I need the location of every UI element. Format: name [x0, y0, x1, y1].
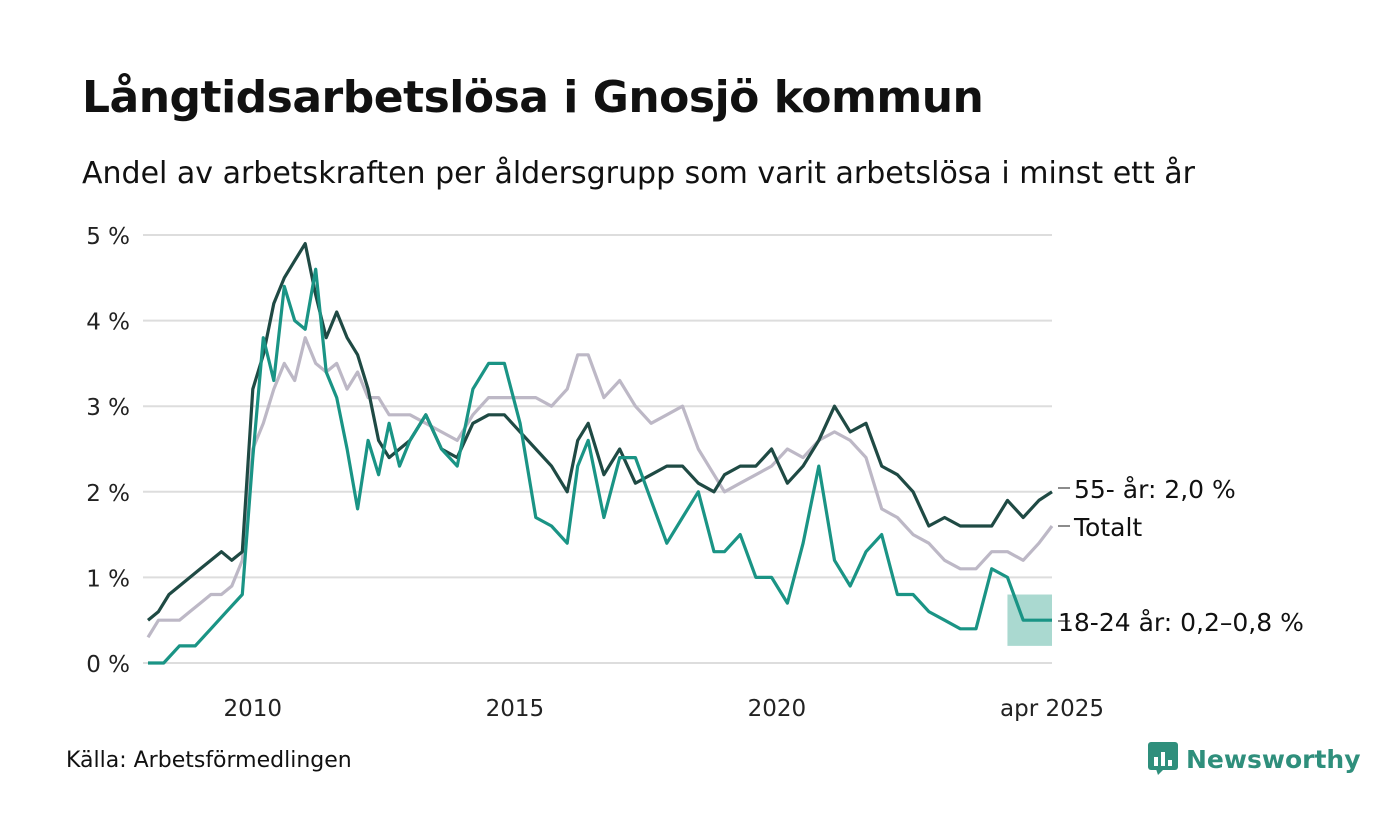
chart-title: Långtidsarbetslösa i Gnosjö kommun [82, 72, 984, 123]
series-end-label: Totalt [1073, 513, 1142, 542]
chart-subtitle: Andel av arbetskraften per åldersgrupp s… [82, 156, 1195, 191]
series-line [146, 336, 1054, 639]
series-end-label: 18-24 år: 0,2–0,8 % [1058, 608, 1304, 637]
newsworthy-logo-icon [1148, 742, 1178, 775]
brand-name: Newsworthy [1186, 744, 1361, 774]
y-tick-label: 0 % [86, 652, 130, 678]
source-note: Källa: Arbetsförmedlingen [66, 748, 352, 773]
x-tick-label: apr 2025 [1000, 696, 1104, 722]
series-end-label: 55- år: 2,0 % [1074, 475, 1236, 504]
x-tick-label: 2020 [748, 696, 807, 722]
y-tick-label: 1 % [86, 566, 130, 592]
y-tick-label: 4 % [86, 310, 130, 336]
x-tick-label: 2010 [224, 696, 283, 722]
brand-logo[interactable]: Newsworthy [1148, 742, 1361, 776]
series-line [148, 267, 1052, 665]
y-tick-label: 3 % [86, 395, 130, 421]
y-tick-label: 5 % [86, 224, 130, 250]
x-tick-label: 2015 [486, 696, 545, 722]
y-tick-label: 2 % [86, 481, 130, 507]
